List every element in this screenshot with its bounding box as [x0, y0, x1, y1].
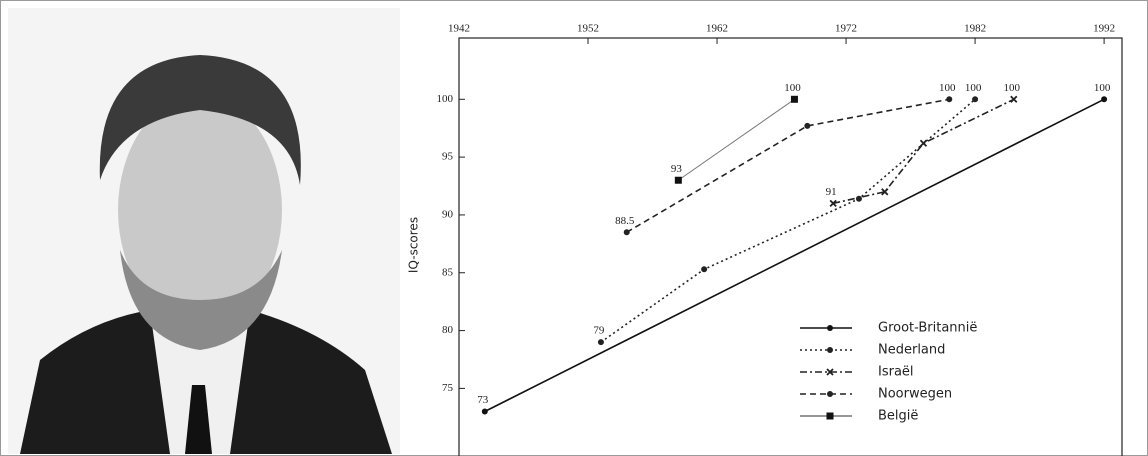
data-label: 100	[1094, 82, 1111, 94]
data-label: 100	[965, 82, 982, 94]
x-tick-label: 1942	[448, 23, 470, 35]
marker	[791, 96, 798, 103]
x-tick-label: 1952	[577, 23, 599, 35]
data-label: 100	[1004, 82, 1021, 94]
legend-marker	[827, 391, 833, 397]
legend-marker	[827, 347, 833, 353]
data-label: 91	[826, 186, 837, 198]
data-label: 79	[593, 325, 605, 337]
marker	[598, 339, 604, 345]
legend-label: Nederland	[878, 343, 945, 358]
y-tick-label: 90	[442, 208, 454, 220]
x-tick-label: 1962	[706, 23, 728, 35]
data-label: 73	[477, 394, 489, 406]
x-tick-label: 1972	[835, 23, 857, 35]
marker	[804, 123, 810, 129]
marker	[946, 96, 952, 102]
legend-label: Groot-Britannië	[878, 321, 977, 336]
marker	[624, 229, 630, 235]
data-label: 100	[784, 82, 801, 94]
legend-marker	[827, 413, 834, 420]
marker	[482, 409, 488, 415]
data-label: 100	[939, 82, 956, 94]
marker	[1101, 96, 1107, 102]
y-tick-label: 100	[437, 93, 454, 105]
legend-label: Israël	[878, 365, 914, 380]
x-tick-label: 1992	[1093, 23, 1115, 35]
marker	[675, 177, 682, 184]
y-axis-label: IQ-scores	[407, 217, 421, 273]
data-label: 88.5	[615, 215, 635, 227]
y-tick-label: 95	[442, 151, 454, 163]
figure: 1942 1952 1962 1972 1982 1992 75 80 85 90 95 100 IQ-…	[0, 0, 1148, 456]
marker	[856, 196, 862, 202]
legend-marker	[827, 325, 833, 331]
legend-label: België	[878, 409, 918, 424]
y-tick-label: 75	[442, 382, 454, 394]
y-tick-label: 80	[442, 324, 454, 336]
marker	[972, 96, 978, 102]
screenshot: 1942 1952 1962 1972 1982 1992 75 80 85 90 95 100 IQ-…	[0, 0, 1148, 456]
x-tick-label: 1982	[964, 23, 986, 35]
legend-label: Noorwegen	[878, 387, 952, 402]
portrait	[8, 8, 400, 454]
data-label: 93	[671, 163, 683, 175]
y-tick-label: 85	[442, 266, 454, 278]
marker	[701, 266, 707, 272]
